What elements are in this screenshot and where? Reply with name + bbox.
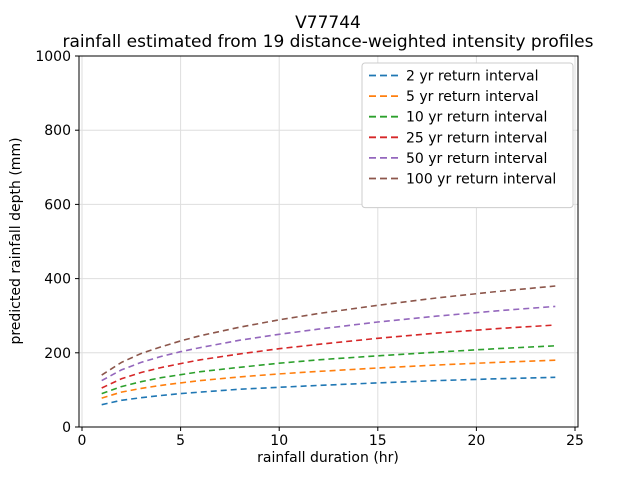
legend-entry-label: 25 yr return interval	[406, 130, 547, 146]
legend-entry-label: 5 yr return interval	[406, 89, 538, 105]
series-line-2	[101, 359, 556, 399]
series-line-1	[101, 376, 556, 406]
series-line-6	[101, 285, 556, 376]
x-tick-label: 5	[176, 433, 185, 449]
x-tick-label: 0	[78, 433, 87, 449]
x-tick-label: 15	[369, 433, 387, 449]
x-tick-label: 25	[566, 433, 584, 449]
legend-entry-label: 100 yr return interval	[406, 172, 556, 188]
y-tick-label: 200	[44, 346, 71, 362]
chart-subtitle: rainfall estimated from 19 distance-weig…	[63, 32, 594, 52]
y-tick-label: 1000	[35, 49, 71, 65]
tick-layer: 0 5 10 15 20 25 0 200 400 600 800 1000	[35, 49, 584, 449]
x-tick-label: 20	[467, 433, 485, 449]
x-tick-label: 10	[270, 433, 288, 449]
legend-box	[361, 62, 574, 209]
series-line-5	[101, 305, 556, 382]
series-line-4	[101, 324, 556, 389]
y-tick-label: 400	[44, 272, 71, 288]
y-tick-label: 600	[44, 197, 71, 213]
axes-frame-layer	[78, 55, 579, 428]
y-tick-label: 0	[62, 420, 71, 436]
legend-entry-label: 10 yr return interval	[406, 110, 547, 126]
y-axis-label: predicted rainfall depth (mm)	[8, 137, 24, 344]
y-tick-label: 800	[44, 123, 71, 139]
series-line-3	[101, 345, 556, 395]
x-axis-label: rainfall duration (hr)	[257, 450, 399, 466]
chart-title: V77744	[295, 13, 361, 33]
series-layer	[101, 285, 556, 406]
legend-entry-label: 50 yr return interval	[406, 151, 547, 167]
legend-entry-label: 2 yr return interval	[406, 69, 538, 85]
legend: 2 yr return interval 5 yr return interval…	[361, 62, 574, 209]
axes-frame	[78, 55, 579, 428]
